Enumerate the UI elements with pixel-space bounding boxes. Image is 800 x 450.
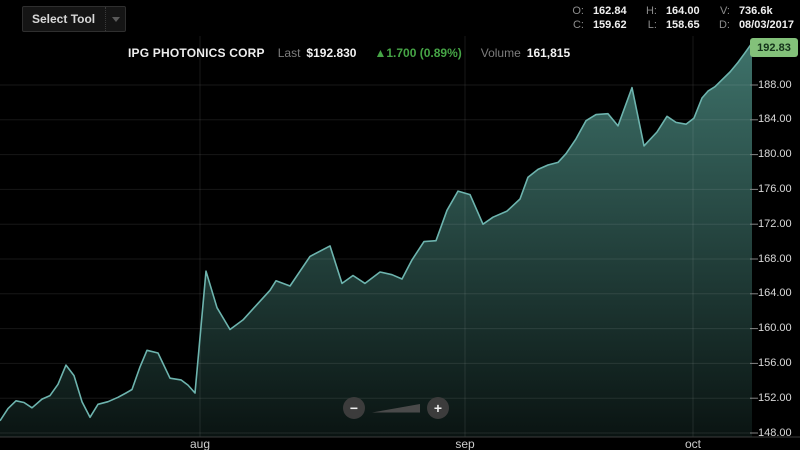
y-axis-label: 156.00 — [758, 356, 792, 369]
x-axis-label: aug — [189, 437, 211, 450]
open-label: O: — [572, 5, 584, 17]
last-label: Last — [277, 46, 301, 60]
select-tool-label: Select Tool — [32, 12, 96, 26]
ohlc-panel: O: 162.84 H: 164.00 V: 736.6k C: 159.62 … — [572, 5, 794, 32]
last-price-badge: 192.83 — [750, 38, 798, 57]
y-axis-label: 176.00 — [758, 182, 792, 195]
volume-label-abbr: V: — [719, 5, 730, 17]
y-axis-label: 184.00 — [758, 113, 792, 126]
change-value: ▲1.700 (0.89%) — [374, 46, 462, 60]
low-value: 158.65 — [665, 19, 700, 31]
y-axis-label: 172.00 — [758, 217, 792, 230]
zoom-in-button[interactable]: + — [427, 397, 449, 419]
high-label: H: — [645, 5, 657, 17]
close-value: 159.62 — [592, 19, 627, 31]
price-line — [0, 42, 753, 422]
y-axis-label: 180.00 — [758, 148, 792, 161]
date-label: D: — [718, 19, 730, 31]
y-axis-label: 168.00 — [758, 252, 792, 265]
low-label: L: — [647, 19, 657, 31]
high-value: 164.00 — [665, 5, 700, 17]
x-axis-label: oct — [684, 437, 702, 450]
volume-value-abbr: 736.6k — [738, 5, 773, 17]
open-value: 162.84 — [592, 5, 627, 17]
volume-label: Volume — [480, 46, 521, 60]
y-axis-label: 188.00 — [758, 78, 792, 91]
zoom-slider[interactable] — [372, 401, 420, 415]
chart-header: IPG PHOTONICS CORP Last $192.830 ▲1.700 … — [128, 46, 570, 60]
zoom-control: − + — [343, 397, 449, 419]
chevron-down-icon — [111, 16, 120, 22]
date-value: 08/03/2017 — [738, 19, 794, 31]
symbol-title: IPG PHOTONICS CORP — [128, 46, 265, 60]
y-axis-label: 148.00 — [758, 426, 792, 439]
last-value: $192.830 — [306, 46, 357, 60]
x-axis-label: sep — [455, 437, 475, 450]
select-tool-button[interactable]: Select Tool — [22, 6, 127, 32]
gridlines — [0, 36, 752, 437]
select-tool-dropdown[interactable] — [105, 7, 125, 31]
close-label: C: — [572, 19, 584, 31]
y-axis-label: 152.00 — [758, 391, 792, 404]
volume-value: 161,815 — [526, 46, 571, 60]
area-fill — [0, 43, 752, 437]
axis-lines — [0, 84, 800, 438]
y-axis-label: 164.00 — [758, 287, 792, 300]
zoom-out-button[interactable]: − — [343, 397, 365, 419]
y-axis-label: 160.00 — [758, 322, 792, 335]
